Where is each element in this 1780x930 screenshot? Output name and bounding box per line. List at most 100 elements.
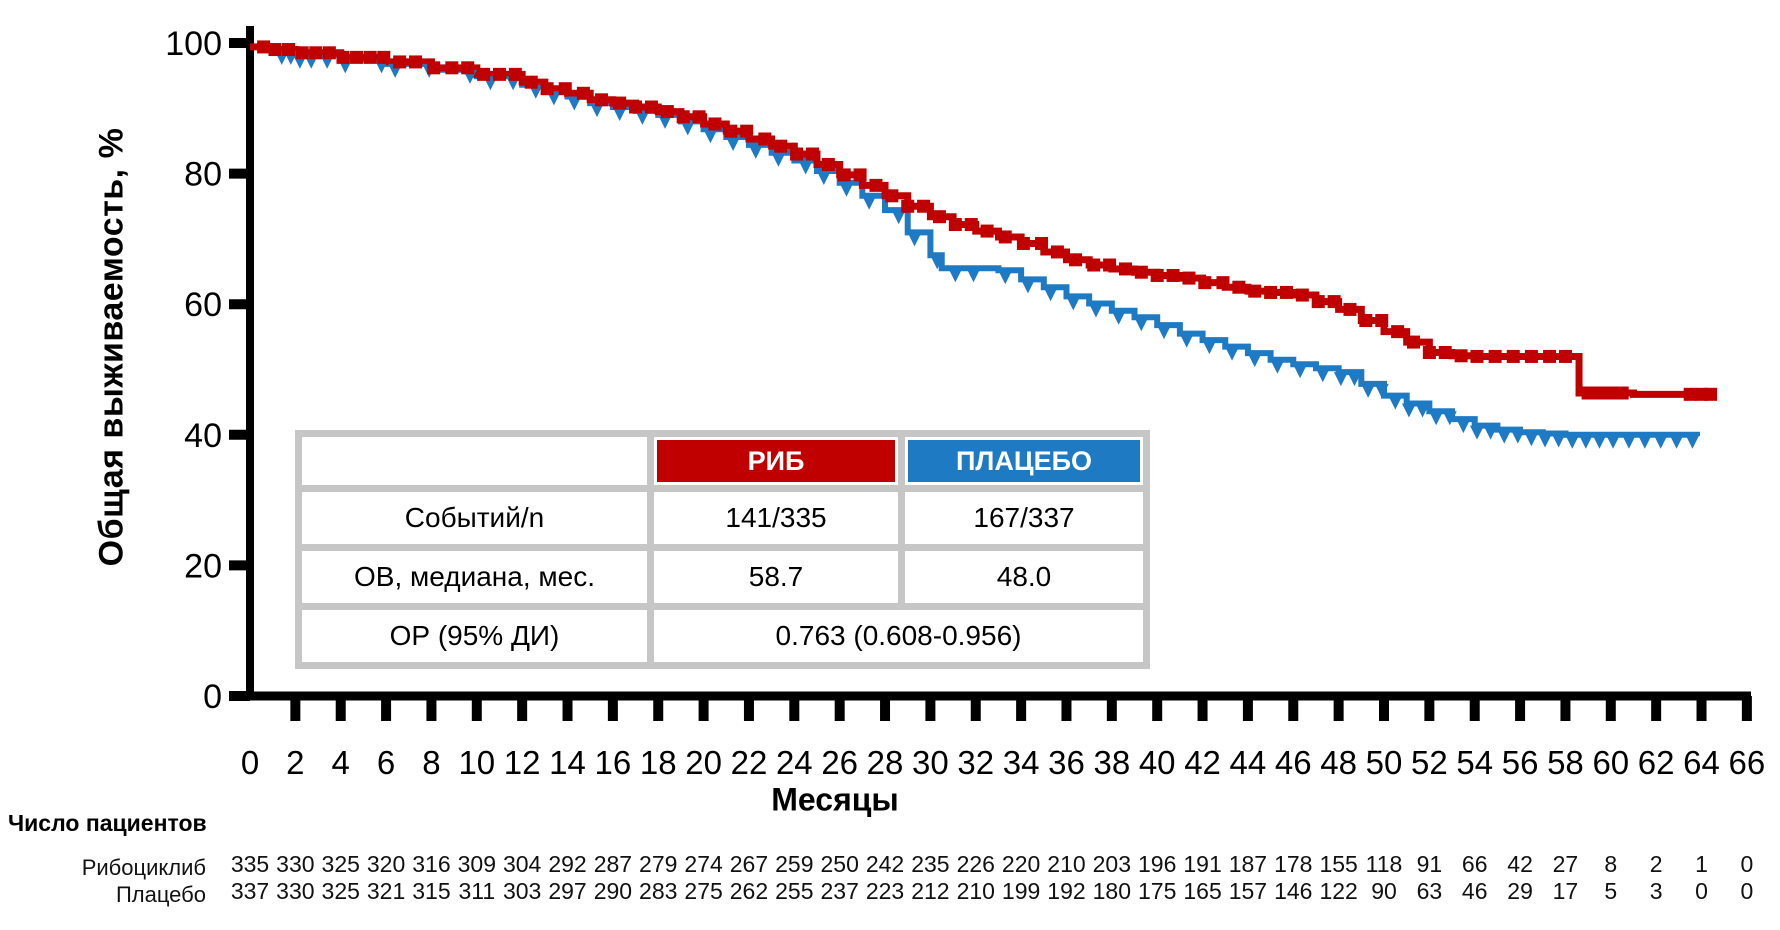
events-row-label: Событий/n [302, 492, 647, 544]
x-tick-label: 36 [1048, 744, 1085, 781]
censor-triangle [1551, 433, 1566, 448]
censor-square [1615, 386, 1629, 400]
at-risk-count: 91 [1417, 851, 1443, 877]
at-risk-count: 178 [1274, 851, 1312, 877]
censor-square [1470, 349, 1484, 363]
censor-triangle [948, 268, 963, 283]
censor-triangle [1469, 425, 1484, 440]
censor-square [1375, 314, 1389, 328]
censor-square [1150, 268, 1164, 282]
at-risk-count: 8 [1604, 851, 1617, 877]
at-risk-count: 274 [684, 851, 723, 877]
censor-square [758, 132, 772, 146]
censor-triangle [1653, 434, 1668, 449]
censor-square [1604, 386, 1618, 400]
x-tick-label: 4 [332, 744, 350, 781]
censor-square [932, 210, 946, 224]
at-risk-count: 180 [1093, 878, 1131, 904]
censor-triangle [1415, 403, 1430, 418]
censor-square [1232, 280, 1246, 294]
x-tick-label: 38 [1093, 744, 1130, 781]
censor-square [644, 100, 658, 114]
x-tick-label: 0 [241, 744, 259, 781]
censor-square [1524, 349, 1538, 363]
censor-square [1558, 349, 1572, 363]
censor-triangle [1134, 317, 1149, 332]
curve-рибоциклиб [250, 43, 1713, 398]
at-risk-count: 337 [231, 878, 269, 904]
censor-square [1216, 276, 1230, 290]
censor-triangle [771, 152, 786, 167]
summary-table-header-rib: РИБ [654, 437, 898, 485]
censor-triangle [1565, 434, 1580, 449]
x-tick-label: 22 [731, 744, 768, 781]
censor-triangle [635, 110, 650, 125]
censor-triangle [891, 210, 906, 225]
censor-square [676, 110, 690, 124]
at-risk-count: 287 [594, 851, 632, 877]
censor-square [660, 105, 674, 119]
censor-triangle [1111, 310, 1126, 325]
hr-row-label: ОР (95% ДИ) [302, 610, 647, 662]
at-risk-count: 226 [957, 851, 995, 877]
events-placebo-value: 167/337 [905, 492, 1143, 544]
at-risk-count: 46 [1462, 878, 1488, 904]
censor-square [740, 124, 754, 138]
censor-triangle [1483, 425, 1498, 440]
x-tick-label: 16 [595, 744, 632, 781]
at-risk-count: 191 [1183, 851, 1221, 877]
at-risk-count: 330 [276, 878, 314, 904]
censor-square [948, 218, 962, 232]
censor-square [885, 189, 899, 203]
at-risk-count: 212 [911, 878, 949, 904]
summary-table-header-placebo: ПЛАЦЕБО [905, 437, 1143, 485]
at-risk-count: 262 [730, 878, 768, 904]
censor-triangle [930, 255, 945, 270]
at-risk-count: 27 [1553, 851, 1579, 877]
at-risk-count: 187 [1229, 851, 1267, 877]
at-risk-count: 267 [730, 851, 768, 877]
censor-square [1264, 285, 1278, 299]
censor-square [964, 218, 978, 232]
at-risk-count: 259 [775, 851, 813, 877]
censor-triangle [1388, 395, 1403, 410]
censor-square [1581, 386, 1595, 400]
at-risk-count: 250 [820, 851, 858, 877]
censor-square [350, 50, 364, 64]
censor-triangle [612, 106, 627, 121]
x-tick-label: 66 [1729, 744, 1766, 781]
at-risk-count: 146 [1274, 878, 1312, 904]
censor-square [595, 93, 609, 107]
censor-square [1506, 349, 1520, 363]
censor-marks [257, 40, 1718, 449]
censor-triangle [1637, 434, 1652, 449]
at-risk-count: 0 [1740, 878, 1753, 904]
censor-square [1406, 335, 1420, 349]
censor-triangle [1538, 433, 1553, 448]
censor-square [477, 67, 491, 81]
x-tick-label: 28 [867, 744, 904, 781]
x-tick-label: 30 [912, 744, 949, 781]
at-risk-count: 325 [322, 851, 360, 877]
censor-square [853, 168, 867, 182]
censor-square [1087, 258, 1101, 272]
censor-triangle [1202, 340, 1217, 355]
censor-square [901, 199, 915, 213]
censor-triangle [1510, 429, 1525, 444]
censor-square [790, 147, 804, 161]
placebo-header-bar: ПЛАЦЕБО [908, 440, 1140, 482]
y-tick-label: 80 [184, 156, 222, 194]
censor-triangle [726, 137, 741, 152]
censor-triangle [1020, 279, 1035, 294]
summary-table-corner-cell [302, 437, 647, 485]
median-row-label: ОВ, медиана, мес. [302, 551, 647, 603]
x-tick-label: 64 [1683, 744, 1720, 781]
censor-triangle [1157, 325, 1172, 340]
curve-плацебо [250, 43, 1700, 438]
censor-square [1327, 295, 1341, 309]
median-placebo-value: 48.0 [905, 551, 1143, 603]
censor-square [282, 43, 296, 57]
censor-square [393, 55, 407, 69]
censor-triangle [1225, 346, 1240, 361]
